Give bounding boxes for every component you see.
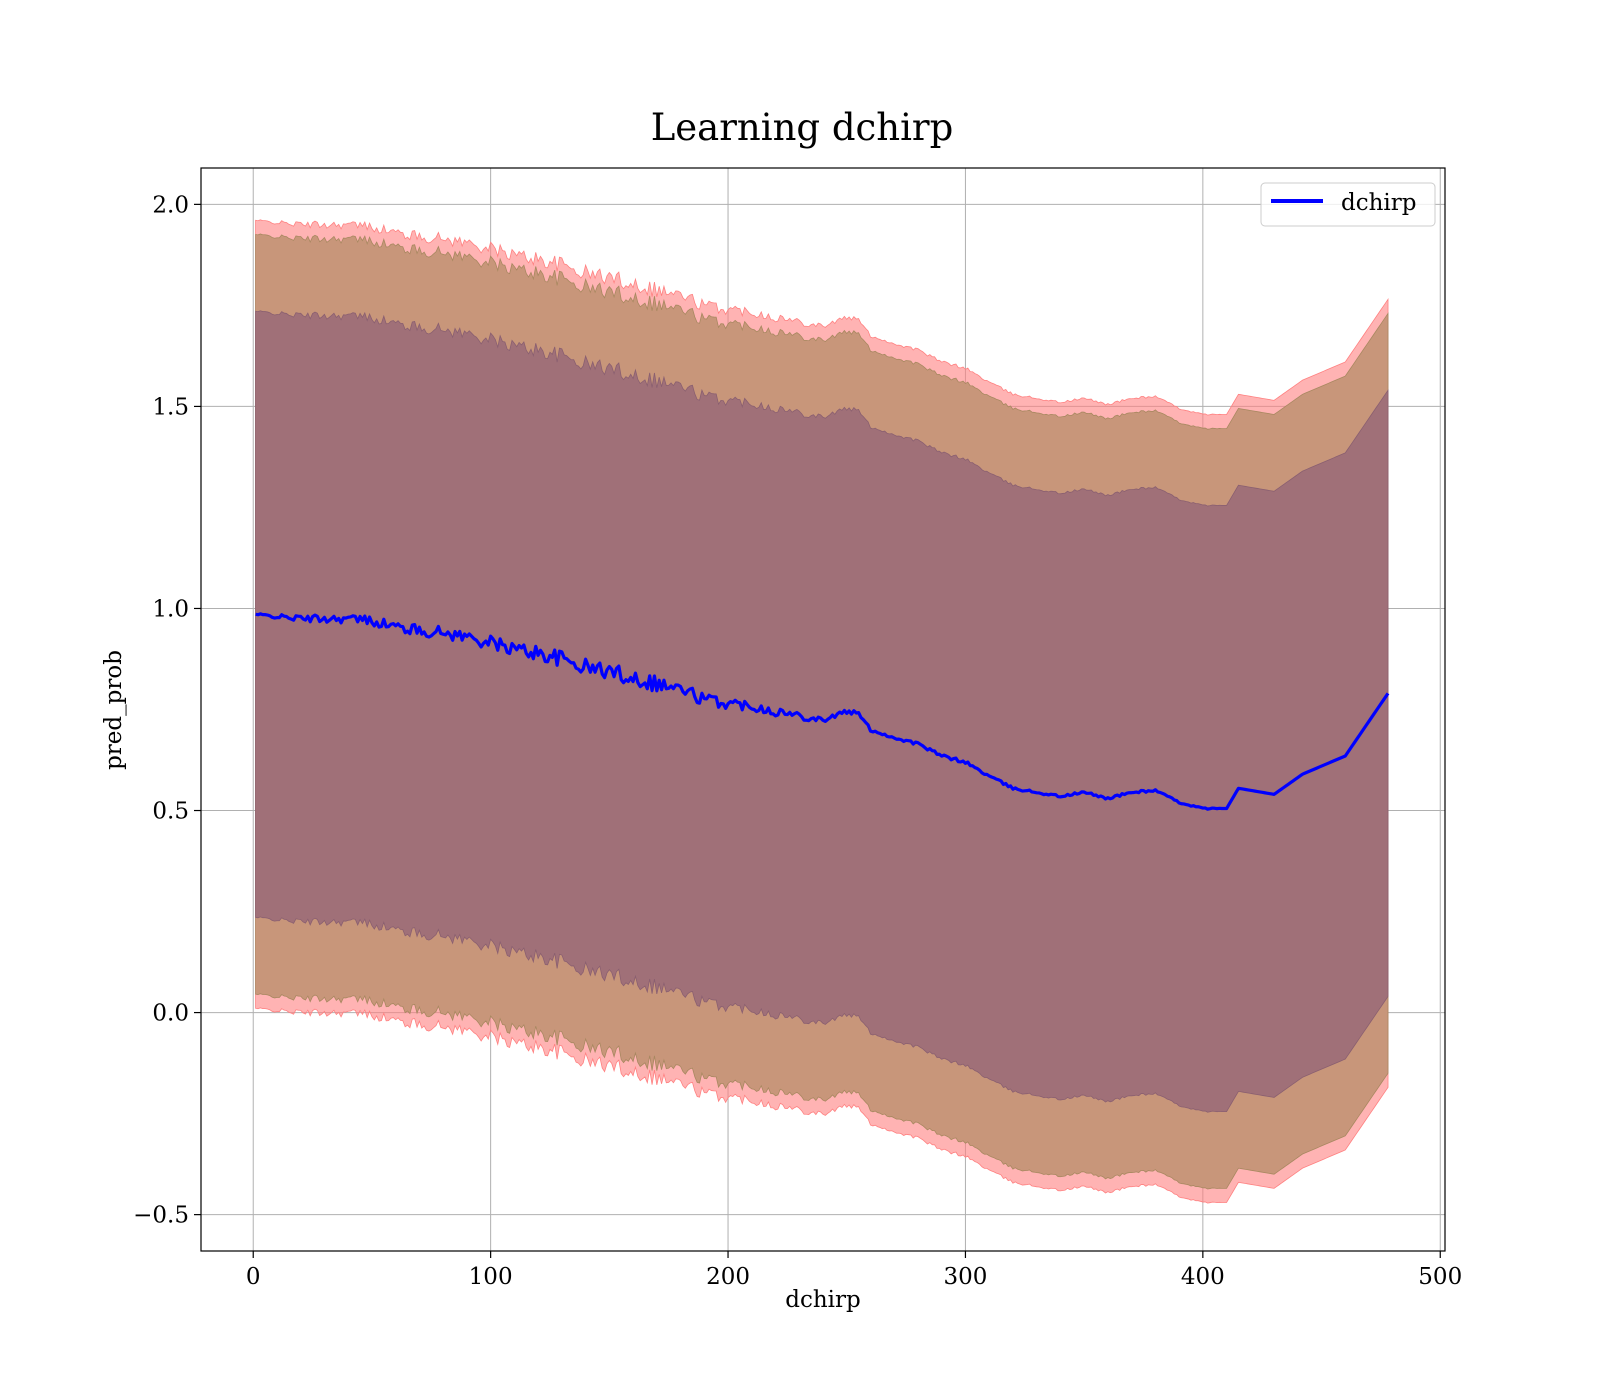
legend-box: [1260, 182, 1436, 227]
band-inner: [255, 310, 1389, 1113]
plot-frame: [200, 167, 1446, 1252]
y-tick-label-5: 2.0: [152, 192, 189, 218]
y-tick-label-1: 0.0: [152, 1001, 189, 1027]
series-layer: [255, 612, 1390, 811]
x-tick-label-0: 0: [246, 1264, 261, 1290]
y-axis-label: pred_prob: [101, 650, 127, 770]
y-tick-label-0: −0.5: [133, 1203, 189, 1229]
y-tick-label-4: 1.5: [152, 394, 189, 420]
y-tick-label-2: 0.5: [152, 799, 189, 825]
series-line-dchirp: [255, 612, 1390, 811]
y-axis-ticks: −0.5 0.0 0.5 1.0 1.5 2.0: [133, 192, 201, 1229]
x-axis-label: dchirp: [785, 1287, 861, 1313]
x-tick-label-1: 100: [469, 1264, 513, 1290]
y-tick-label-3: 1.0: [152, 596, 189, 622]
x-tick-label-2: 200: [706, 1264, 750, 1290]
x-tick-label-5: 500: [1418, 1264, 1462, 1290]
legend: dchirp: [1260, 182, 1436, 227]
x-tick-label-4: 400: [1181, 1264, 1225, 1290]
legend-label-dchirp: dchirp: [1341, 190, 1417, 216]
x-tick-label-3: 300: [943, 1264, 987, 1290]
chart-title: Learning dchirp: [651, 106, 954, 149]
x-axis-ticks: 0 100 200 300 400 500: [246, 1251, 1462, 1290]
confidence-bands: [255, 219, 1389, 1204]
